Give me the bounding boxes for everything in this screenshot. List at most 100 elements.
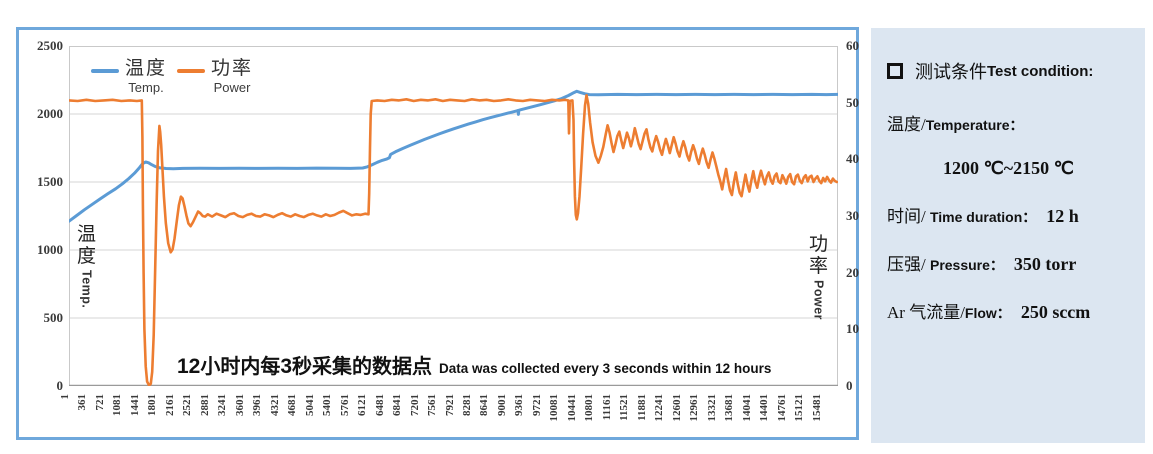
title-zh: 测试条件 [915, 62, 987, 82]
condition-flow: Ar 气流量/Flow： 250 sccm [887, 298, 1135, 323]
x-axis-tick: 1801 [146, 394, 159, 416]
temperature-label-en: Temperature： [925, 117, 1024, 133]
temperature-range-value: 1200 ℃~2150 ℃ [943, 158, 1074, 178]
chart-annotation: 12 小时内每 3 秒采集的数据点 Data was collected eve… [177, 350, 771, 379]
left-axis-tick: 500 [43, 310, 64, 325]
x-axis-tick: 12961 [688, 394, 701, 422]
test-conditions-title: 测试条件 Test condition: [887, 58, 1135, 84]
x-axis-tick: 1081 [111, 394, 124, 416]
x-axis-tick: 1441 [128, 394, 141, 416]
x-axis-tick: 721 [93, 394, 106, 411]
x-axis-tick: 10441 [565, 394, 578, 422]
right-axis-tick: 40 [846, 151, 859, 167]
condition-pressure: 压强/ Pressure： 350 torr [887, 250, 1135, 275]
temp-line-swatch [91, 69, 119, 73]
right-axis-tick: 10 [846, 321, 859, 337]
right-axis-tick: 30 [846, 208, 859, 223]
legend-power-en: Power [213, 80, 251, 95]
x-axis-tick: 3961 [251, 394, 264, 416]
left-axis-tick: 2000 [37, 106, 63, 121]
annotation-en: Data was collected every 3 seconds withi… [439, 361, 772, 376]
x-axis-tick: 4681 [286, 394, 299, 416]
legend: 温度 Temp. 功率 Power [91, 58, 253, 95]
left-axis-title-zh-2: 度 [77, 246, 97, 267]
right-axis-title-zh-1: 功 [809, 234, 829, 255]
x-axis-tick: 14041 [740, 394, 753, 422]
x-axis-tick: 6481 [373, 394, 386, 416]
x-axis-tick: 12601 [670, 394, 683, 422]
x-axis-tick: 7921 [443, 394, 456, 416]
x-axis-tick: 1 [59, 394, 71, 400]
pressure-value: 350 torr [1013, 254, 1077, 274]
annotation-zh-part2: 秒采集的数据点 [292, 356, 433, 378]
left-axis-title-zh-1: 温 [77, 224, 97, 245]
x-axis-tick: 11161 [600, 394, 613, 421]
x-axis-tick: 6841 [391, 394, 404, 416]
x-axis-tick: 7201 [408, 394, 421, 416]
pressure-label-en: Pressure： [929, 257, 1004, 273]
legend-power-zh: 功率 [211, 58, 254, 79]
time-label-zh: 时间/ [887, 207, 930, 226]
power-line-swatch [177, 69, 206, 73]
right-axis-tick: 50 [846, 94, 859, 110]
x-axis-tick: 4321 [268, 394, 281, 416]
x-axis-tick: 14401 [758, 394, 771, 422]
left-axis-tick: 2500 [37, 38, 63, 53]
x-axis-tick: 7561 [426, 394, 439, 416]
time-label-en: Time duration： [929, 209, 1037, 225]
condition-temperature: 温度/Temperature： [887, 110, 1135, 135]
x-axis-tick: 361 [76, 394, 89, 411]
test-conditions-panel: 测试条件 Test condition: 温度/Temperature： 120… [871, 28, 1145, 443]
time-value: 12 h [1046, 206, 1079, 226]
dual-axis-line-chart [69, 46, 838, 386]
x-axis-tick: 3241 [216, 394, 229, 416]
x-axis-tick: 2161 [163, 394, 176, 416]
legend-temp-zh: 温度 [125, 58, 168, 79]
title-en: Test condition: [987, 62, 1094, 80]
right-axis-title-zh-2: 率 [809, 256, 829, 277]
left-axis-tick: 1000 [37, 242, 63, 257]
legend-entry-temp: 温度 Temp. [91, 58, 167, 95]
x-axis-tick: 10801 [583, 394, 596, 422]
square-bullet-icon [887, 63, 903, 79]
x-axis-tick: 15121 [793, 394, 806, 422]
x-axis-tick: 13681 [723, 394, 736, 422]
condition-time: 时间/ Time duration： 12 h [887, 202, 1135, 227]
condition-temperature-value: 1200 ℃~2150 ℃ [887, 158, 1135, 179]
left-axis-title: 温 度 Temp. [77, 224, 96, 308]
legend-temp-en: Temp. [128, 80, 164, 95]
x-axis-tick: 8281 [461, 394, 473, 416]
flow-value: 250 sccm [1020, 302, 1091, 322]
flow-label-en: Flow： [964, 305, 1011, 321]
x-axis-tick: 9001 [495, 394, 508, 416]
x-axis-tick: 9721 [530, 394, 543, 416]
x-axis-tick: 2881 [198, 394, 211, 416]
x-axis-tick: 5401 [321, 394, 334, 416]
annotation-number-12: 12 [177, 355, 201, 378]
x-axis-tick: 12241 [653, 394, 666, 422]
annotation-number-3: 3 [280, 355, 293, 378]
right-axis-tick: 60 [846, 38, 859, 53]
right-axis-tick: 0 [846, 378, 853, 393]
left-axis-tick: 0 [56, 378, 64, 393]
temperature-label-zh: 温度/ [887, 115, 926, 134]
x-axis-tick: 15481 [810, 394, 823, 422]
x-axis-tick: 2521 [181, 394, 194, 416]
right-axis-title-en: Power [811, 280, 826, 321]
right-axis-tick: 20 [846, 264, 859, 280]
right-axis-title: 功 率 Power [809, 234, 828, 320]
x-axis-tick: 3601 [233, 394, 246, 416]
flow-label-zh: Ar 气流量/ [887, 303, 965, 322]
legend-entry-power: 功率 Power [177, 58, 253, 95]
left-axis-tick: 1500 [37, 174, 63, 189]
x-axis-tick: 13321 [705, 394, 718, 422]
x-axis-tick: 5041 [303, 394, 316, 416]
x-axis-tick: 11521 [618, 394, 631, 421]
x-axis-tick: 5761 [338, 394, 351, 416]
chart-panel: 2500 2000 1500 1000 500 0 60 50 40 30 20 10 0 1 361 7… [16, 27, 859, 440]
annotation-zh-part1: 小时内每 [200, 356, 281, 378]
x-axis-tick: 11881 [635, 394, 648, 421]
x-axis-tick: 6121 [356, 394, 369, 416]
x-axis-tick: 8641 [478, 394, 491, 416]
